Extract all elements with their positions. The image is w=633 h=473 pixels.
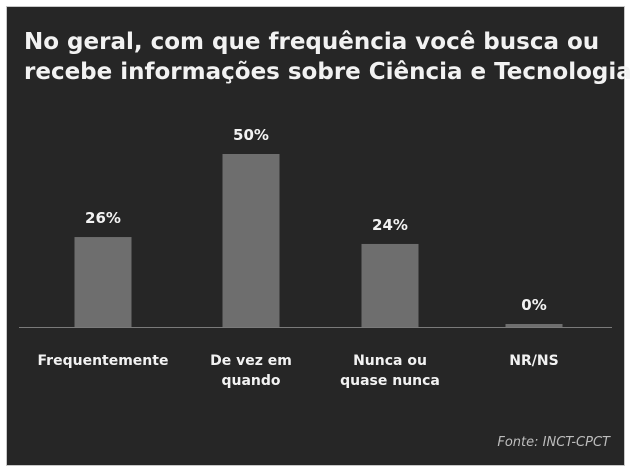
bar-4 — [505, 324, 563, 327]
category-label-4-line-1: NR/NS — [509, 353, 558, 369]
source-note: Fonte: INCT-CPCT — [497, 435, 610, 450]
chart-card: No geral, com que frequência você busca … — [6, 6, 633, 466]
category-label-3-line-1: Nunca ou — [353, 353, 427, 369]
bar-1 — [74, 237, 132, 327]
value-label-2: 50% — [233, 126, 269, 144]
category-label-2-line-1: De vez em — [210, 353, 292, 369]
value-label-3: 24% — [372, 216, 408, 234]
bar-3 — [361, 243, 419, 327]
category-label-3-line-2: quase nunca — [340, 373, 440, 389]
value-label-1: 26% — [85, 209, 121, 227]
chart-title: No geral, com que frequência você busca … — [24, 27, 633, 87]
bar-2 — [222, 154, 280, 327]
value-label-4: 0% — [521, 296, 546, 314]
category-label-1-line-1: Frequentemente — [38, 353, 169, 369]
category-label-2-line-2: quando — [221, 373, 280, 389]
bar-chart: 26% Frequentemente 50% De vez em quando 24% Nu… — [19, 126, 612, 389]
chart-title-line-1: No geral, com que frequência você busca … — [24, 29, 600, 55]
chart-title-line-2: recebe informações sobre Ciência e Tecno… — [24, 59, 633, 85]
